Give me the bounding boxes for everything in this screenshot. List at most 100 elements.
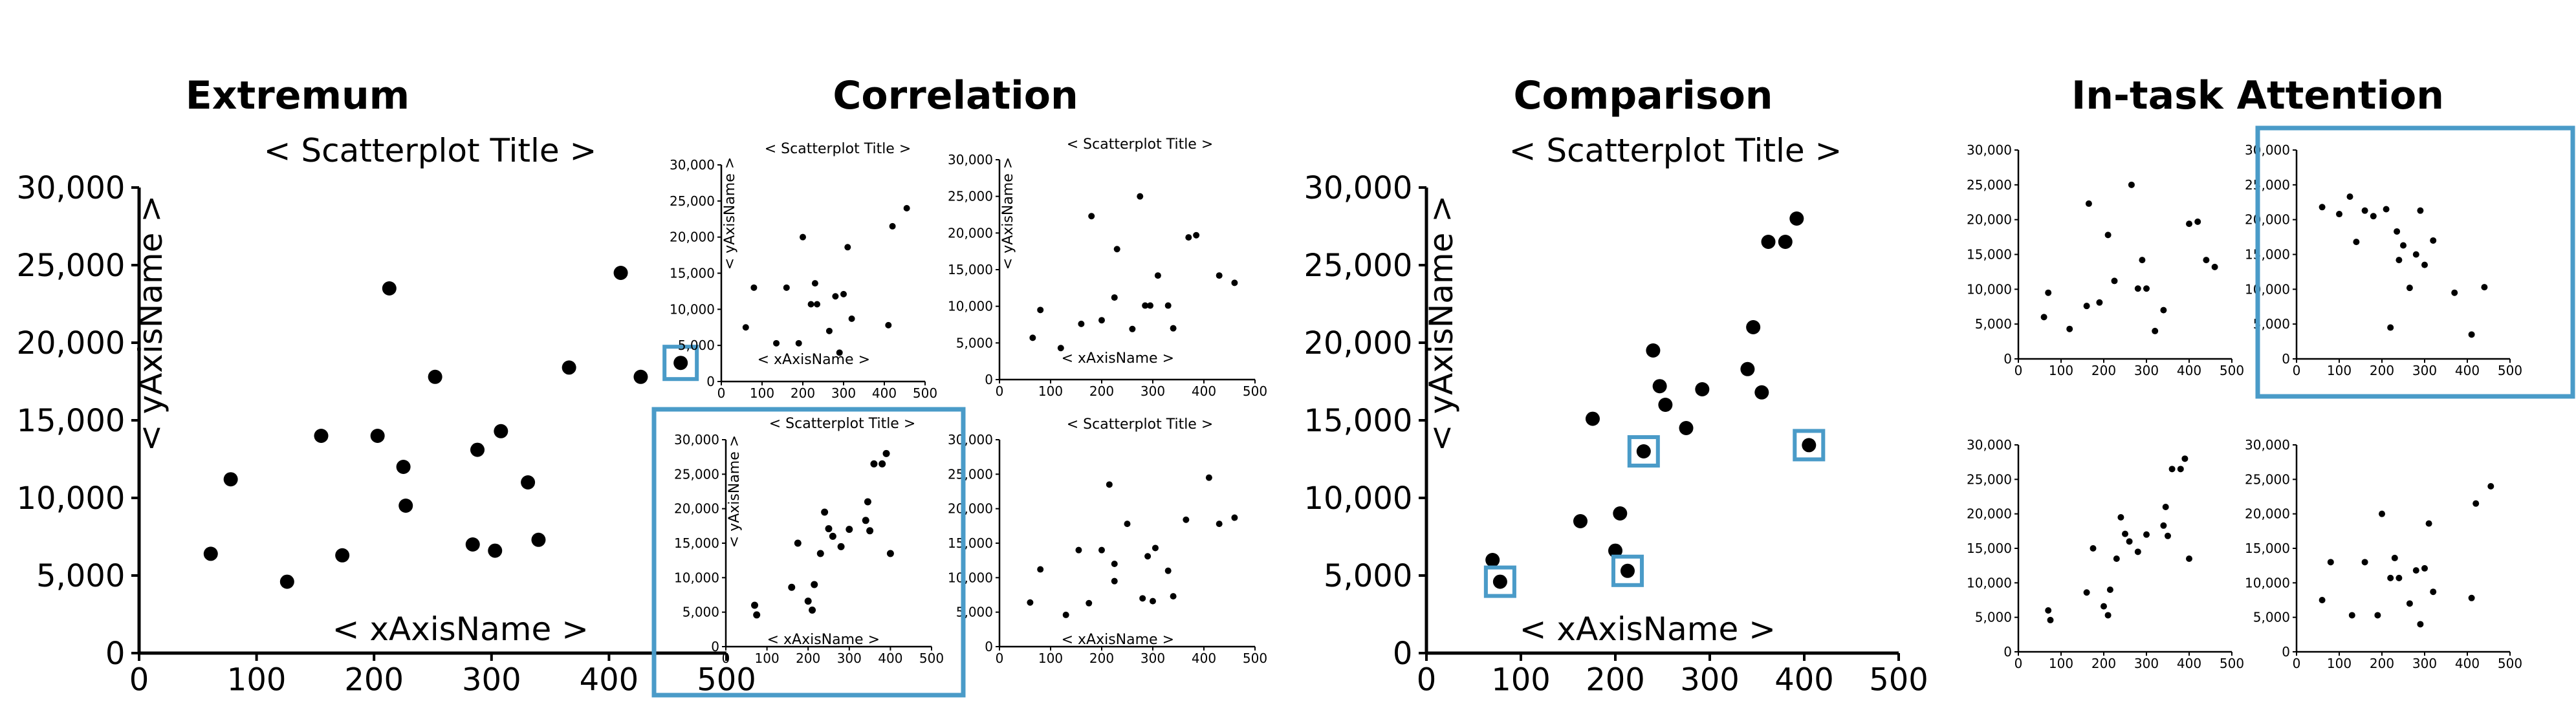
data-point <box>203 546 218 561</box>
data-point <box>903 205 910 211</box>
y-tick-label: 10,000 <box>1967 281 2012 297</box>
data-point <box>2047 616 2054 623</box>
data-point <box>882 449 890 457</box>
data-point <box>314 429 329 443</box>
data-point <box>2085 200 2092 207</box>
data-point <box>1646 343 1661 358</box>
data-point <box>2090 545 2097 552</box>
y-tick-label: 20,000 <box>2245 212 2290 228</box>
data-point <box>2396 574 2403 581</box>
data-point <box>2111 277 2118 285</box>
x-tick-label: 0 <box>996 383 1004 399</box>
data-point <box>2045 607 2052 614</box>
data-point <box>2160 522 2167 529</box>
data-point <box>825 327 833 334</box>
x-tick-label: 300 <box>2412 363 2437 378</box>
data-point <box>1585 411 1600 426</box>
data-point <box>1098 546 1105 554</box>
data-point <box>2406 285 2413 292</box>
data-point <box>1037 566 1044 573</box>
data-point <box>1144 553 1152 560</box>
data-point <box>2083 589 2090 596</box>
y-tick-label: 20,000 <box>1967 506 2012 522</box>
y-tick-label: 20,000 <box>1304 325 1412 361</box>
x-tick-label: 100 <box>755 651 780 666</box>
data-point <box>2412 251 2419 258</box>
x-axis-label: < xAxisName > <box>758 352 870 368</box>
x-tick-label: 200 <box>2370 363 2394 378</box>
data-point <box>814 301 821 308</box>
data-point <box>2487 483 2494 490</box>
data-point <box>2152 327 2159 334</box>
y-tick-label: 30,000 <box>1304 170 1412 206</box>
data-point <box>2383 206 2390 213</box>
x-tick-label: 100 <box>2049 656 2073 671</box>
y-tick-label: 0 <box>985 372 993 387</box>
y-tick-label: 15,000 <box>1967 247 2012 263</box>
data-point <box>2319 597 2326 603</box>
data-point <box>2143 285 2150 292</box>
y-axis-label: < yAxisName > <box>726 435 743 548</box>
data-point <box>1740 361 1755 376</box>
y-axis-label: < yAxisName > <box>1000 157 1016 270</box>
data-point <box>2400 242 2407 249</box>
data-point <box>2117 514 2124 521</box>
data-point <box>795 339 802 347</box>
section-title-correlation: Correlation <box>833 73 1078 118</box>
data-point <box>633 369 648 384</box>
data-point <box>866 527 874 535</box>
y-tick-label: 30,000 <box>1967 437 2012 453</box>
x-axis-label: < xAxisName > <box>333 610 589 648</box>
y-tick-label: 0 <box>2003 351 2012 367</box>
x-tick-label: 0 <box>2014 656 2023 671</box>
highlight-box <box>1793 429 1826 462</box>
y-tick-label: 10,000 <box>2245 281 2290 297</box>
data-point <box>1231 279 1238 286</box>
data-point <box>811 581 818 588</box>
x-tick-label: 0 <box>129 662 149 698</box>
y-tick-label: 15,000 <box>16 403 125 439</box>
data-point <box>816 550 824 557</box>
data-point <box>2106 586 2113 593</box>
data-point <box>1142 302 1149 309</box>
data-point <box>2387 324 2394 331</box>
data-point <box>2113 555 2120 562</box>
data-point <box>1062 611 1069 618</box>
highlight-frame-attention-2 <box>2255 125 2575 399</box>
data-point <box>2370 213 2377 220</box>
data-point <box>788 583 796 591</box>
data-point <box>1170 325 1177 332</box>
data-point <box>750 284 758 291</box>
data-point <box>1802 438 1817 453</box>
data-point <box>398 499 413 513</box>
data-point <box>1113 246 1120 253</box>
x-tick-label: 400 <box>2455 656 2480 671</box>
data-point <box>1164 567 1172 574</box>
data-point <box>742 324 749 331</box>
y-axis-label: < yAxisName > <box>1423 195 1460 451</box>
x-tick-label: 100 <box>2327 656 2352 671</box>
x-tick-label: 400 <box>2455 363 2480 378</box>
x-tick-label: 0 <box>717 385 726 401</box>
data-point <box>1057 345 1064 352</box>
y-tick-label: 15,000 <box>2245 247 2290 263</box>
x-tick-label: 300 <box>1141 383 1165 399</box>
y-tick-label: 10,000 <box>670 301 715 317</box>
data-point <box>2425 520 2432 527</box>
data-point <box>1027 599 1034 606</box>
x-tick-label: 100 <box>2327 363 2352 378</box>
data-point <box>809 606 816 614</box>
data-point <box>2168 466 2176 473</box>
data-point <box>2468 331 2475 338</box>
x-tick-label: 400 <box>1192 383 1216 399</box>
data-point <box>428 369 442 384</box>
highlight-frame-correlation-3 <box>651 407 966 698</box>
data-point <box>1078 320 1085 327</box>
data-point <box>2203 257 2210 264</box>
panel-attention-2: 0 100 200 300 400 500 0 5,000 10,000 15,000 20,000… <box>2245 142 2522 378</box>
x-tick-label: 500 <box>2498 363 2522 378</box>
data-point <box>807 301 814 308</box>
data-point <box>844 244 851 251</box>
x-tick-label: 200 <box>1089 383 1114 399</box>
data-point <box>2353 239 2360 246</box>
